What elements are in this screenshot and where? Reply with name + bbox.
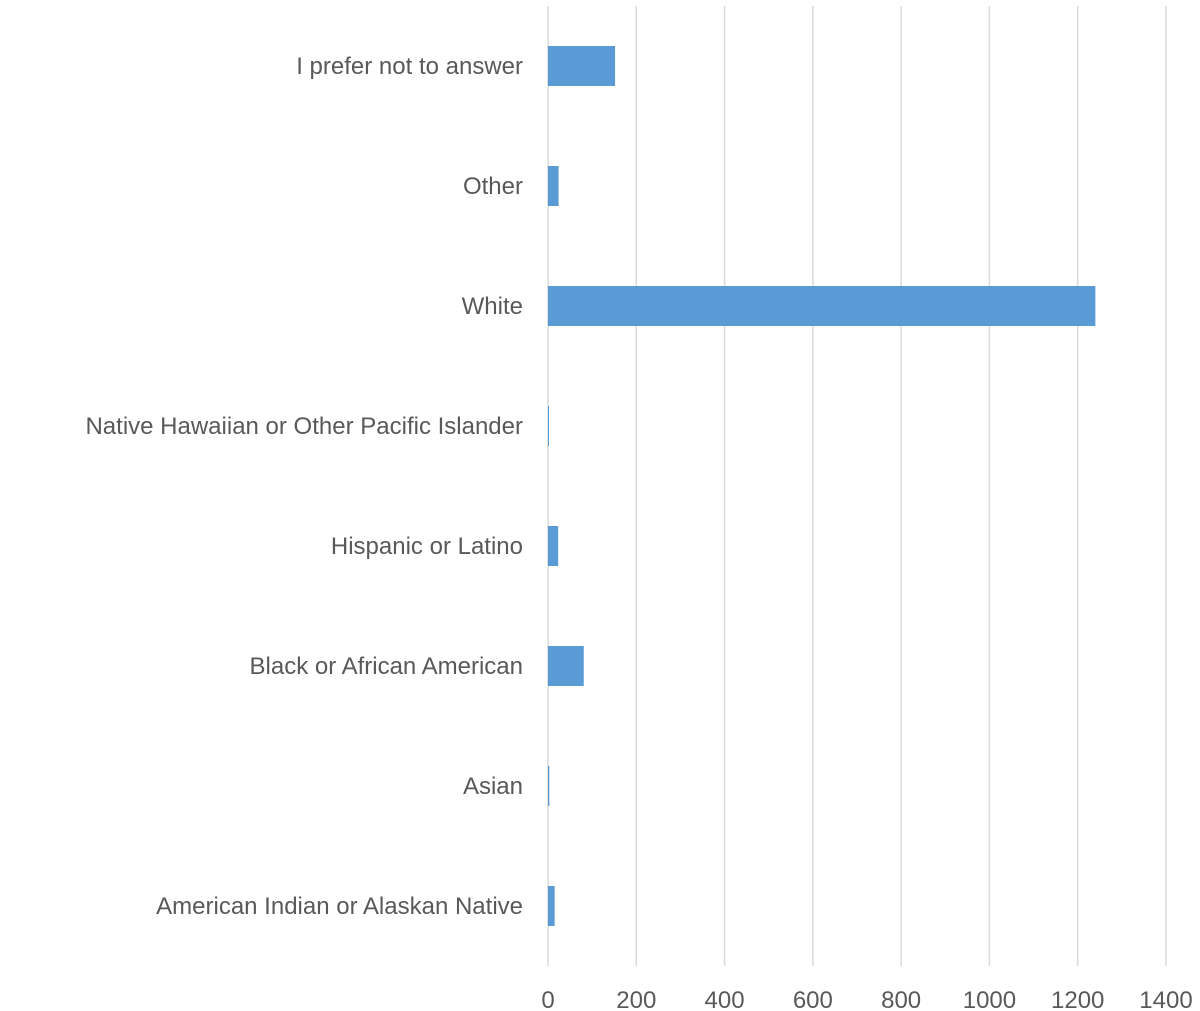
- bar: [548, 646, 584, 686]
- category-label: Asian: [463, 773, 523, 800]
- bar: [548, 766, 550, 806]
- bar: [548, 286, 1096, 326]
- x-tick-labels: 0 200 400 600 800 1000 1200 1400: [541, 987, 1192, 1011]
- x-tick-label: 800: [881, 987, 921, 1011]
- category-label: Other: [463, 173, 523, 200]
- category-label: American Indian or Alaskan Native: [156, 893, 523, 920]
- x-tick-label: 600: [793, 987, 833, 1011]
- bar: [548, 166, 559, 206]
- x-tick-label: 200: [616, 987, 656, 1011]
- category-labels: I prefer not to answer Other White Native H…: [85, 53, 523, 920]
- x-tick-label: 0: [541, 987, 554, 1011]
- category-label: I prefer not to answer: [296, 53, 523, 80]
- bar: [548, 886, 555, 926]
- bar: [548, 406, 549, 446]
- bar: [548, 46, 616, 86]
- x-tick-label: 1400: [1139, 987, 1192, 1011]
- category-label: Hispanic or Latino: [331, 533, 523, 560]
- bars: [548, 46, 1096, 926]
- gridlines: [547, 6, 1167, 966]
- x-tick-label: 400: [705, 987, 745, 1011]
- bar: [548, 526, 559, 566]
- x-tick-label: 1200: [1051, 987, 1104, 1011]
- category-label: Native Hawaiian or Other Pacific Islande…: [85, 413, 523, 440]
- category-label: White: [462, 293, 523, 320]
- category-label: Black or African American: [250, 653, 523, 680]
- x-tick-label: 1000: [963, 987, 1016, 1011]
